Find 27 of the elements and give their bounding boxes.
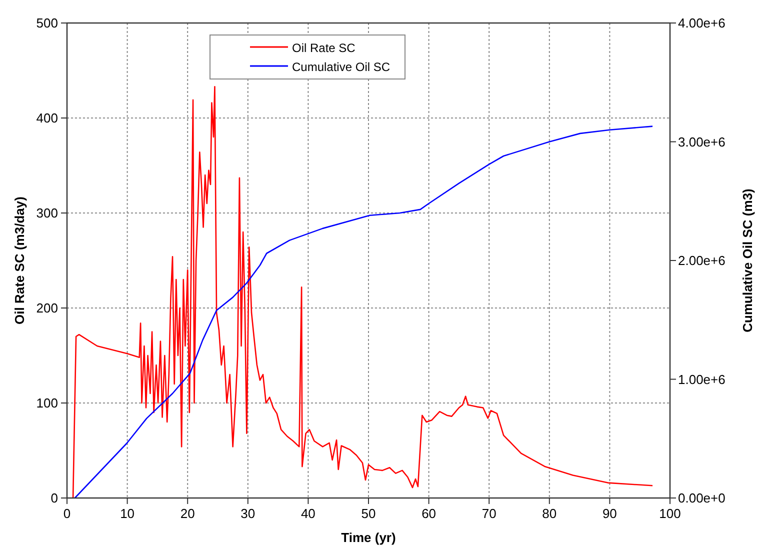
x-tick-label: 0 (63, 506, 71, 521)
legend-label: Cumulative Oil SC (292, 60, 390, 74)
x-tick-label: 100 (659, 506, 681, 521)
x-tick-label: 90 (602, 506, 617, 521)
x-tick-label: 50 (361, 506, 376, 521)
legend-label: Oil Rate SC (292, 41, 356, 55)
y-tick-label: 100 (36, 396, 58, 410)
x-tick-label: 30 (240, 506, 256, 521)
x-tick-label: 80 (542, 506, 557, 521)
y2-tick-label: 4.00e+6 (678, 16, 726, 30)
x-tick-label: 60 (422, 506, 436, 521)
y-tick-label: 200 (36, 300, 58, 316)
y2-tick-label: 2.00e+6 (678, 253, 726, 268)
y2-tick-label: 0.00e+0 (678, 490, 726, 506)
y2-tick-label: 1.00e+6 (678, 372, 726, 387)
y2-tick-label: 3.00e+6 (678, 134, 726, 150)
y-tick-label: 400 (36, 110, 58, 126)
y-axis-title: Oil Rate SC (m3/day) (12, 196, 27, 324)
x-tick-label: 70 (482, 506, 496, 521)
y-tick-label: 0 (50, 490, 58, 506)
x-axis-title: Time (yr) (341, 530, 396, 545)
y-tick-label: 500 (36, 16, 58, 30)
y-tick-label: 300 (36, 206, 58, 220)
x-tick-label: 10 (120, 506, 135, 521)
x-tick-label: 40 (300, 506, 316, 521)
x-tick-label: 20 (180, 506, 195, 521)
y2-axis-title: Cumulative Oil SC (m3) (740, 188, 755, 332)
